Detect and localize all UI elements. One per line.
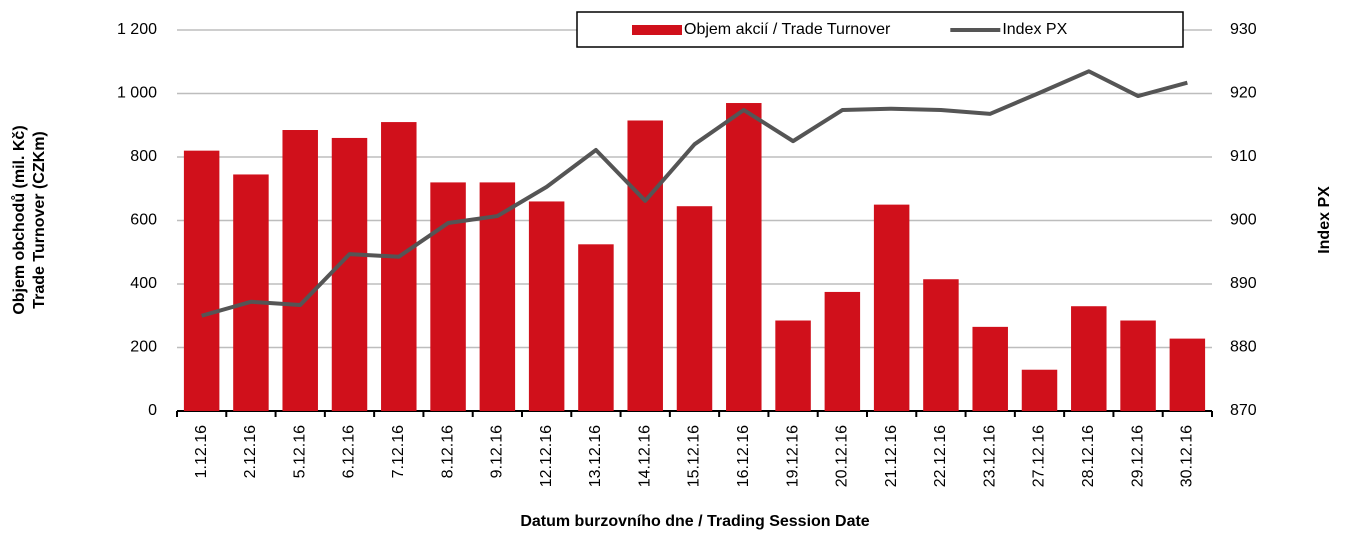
x-tick-label: 6.12.16 [341, 425, 358, 478]
x-tick-label: 16.12.16 [735, 425, 752, 487]
y2-tick-label: 880 [1230, 339, 1257, 356]
y-tick-label: 200 [130, 339, 157, 356]
x-tick-label: 27.12.16 [1031, 425, 1048, 487]
bar [282, 130, 318, 411]
x-tick-label: 1.12.16 [193, 425, 210, 478]
bar [873, 204, 910, 411]
y-tick-label: 0 [148, 402, 157, 419]
x-tick-label: 23.12.16 [981, 425, 998, 487]
y-axis-title: Trade Turnover (CZKm) [31, 131, 48, 309]
y2-tick-label: 900 [1230, 212, 1257, 229]
y2-tick-label: 910 [1230, 148, 1257, 165]
line [201, 69, 1188, 318]
y-tick-label: 800 [130, 148, 157, 165]
y-tick-label: 1 000 [117, 85, 157, 102]
x-tick-label: 28.12.16 [1080, 425, 1097, 487]
bar [1071, 306, 1107, 411]
bar [726, 103, 762, 412]
y2-tick-label: 870 [1230, 402, 1257, 419]
legend-label: Objem akcií / Trade Turnover [684, 21, 891, 38]
bar [233, 174, 269, 411]
y-tick-label: 400 [130, 275, 157, 292]
x-tick-label: 29.12.16 [1129, 425, 1146, 487]
x-tick-label: 12.12.16 [538, 425, 555, 487]
x-tick-label: 30.12.16 [1179, 425, 1196, 487]
bar [1021, 369, 1058, 411]
bar [578, 244, 614, 411]
bar [923, 279, 959, 411]
bar [331, 137, 368, 411]
y-tick-label: 600 [130, 212, 157, 229]
x-axis-title: Datum burzovního dne / Trading Session D… [520, 513, 869, 530]
x-tick-label: 2.12.16 [242, 425, 259, 478]
y2-axis-title: Index PX [1316, 186, 1333, 254]
bar [775, 320, 811, 411]
legend-swatch [632, 25, 682, 35]
bar [430, 182, 466, 411]
bar [824, 291, 861, 411]
x-tick-label: 8.12.16 [439, 425, 456, 478]
y-axis-title: Objem obchodů (mil. Kč) [11, 125, 28, 314]
bar [528, 201, 565, 411]
x-tick-label: 5.12.16 [291, 425, 308, 478]
y2-tick-label: 920 [1230, 85, 1257, 102]
bar [1120, 320, 1156, 411]
x-tick-label: 21.12.16 [883, 425, 900, 487]
x-tick-label: 19.12.16 [784, 425, 801, 487]
x-tick-label: 20.12.16 [834, 425, 851, 487]
y2-tick-label: 890 [1230, 275, 1257, 292]
bar [479, 182, 516, 411]
bar [183, 150, 220, 411]
bar [381, 122, 417, 411]
x-tick-label: 9.12.16 [489, 425, 506, 478]
x-tick-label: 14.12.16 [636, 425, 653, 487]
x-tick-label: 13.12.16 [587, 425, 604, 487]
x-tick-label: 7.12.16 [390, 425, 407, 478]
bar [972, 326, 1008, 411]
y2-tick-label: 930 [1230, 21, 1257, 38]
bar [627, 120, 663, 412]
legend-label: Index PX [1002, 21, 1067, 38]
y-tick-label: 1 200 [117, 21, 157, 38]
bar [1169, 338, 1206, 411]
x-tick-label: 22.12.16 [932, 425, 949, 487]
bar [676, 206, 713, 411]
x-tick-label: 15.12.16 [686, 425, 703, 487]
